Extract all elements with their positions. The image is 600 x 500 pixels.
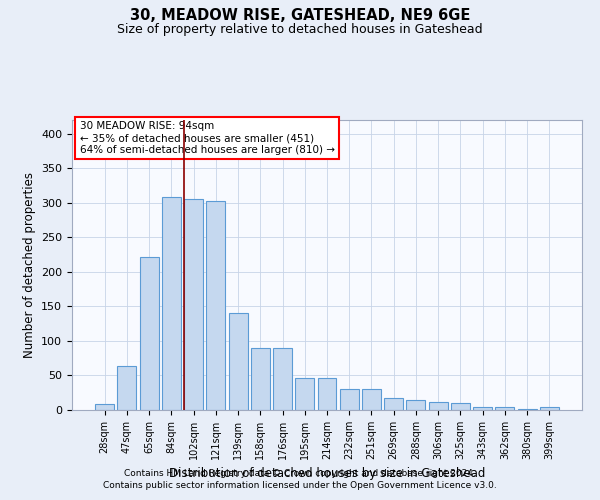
Bar [406,400,425,410]
Bar [317,378,337,410]
Bar [184,200,203,410]
Bar [429,402,448,410]
Bar [273,348,292,410]
Bar [518,408,536,410]
Bar [451,403,470,410]
Text: Size of property relative to detached houses in Gateshead: Size of property relative to detached ho… [117,22,483,36]
Text: Contains HM Land Registry data © Crown copyright and database right 2024.: Contains HM Land Registry data © Crown c… [124,468,476,477]
Bar [118,366,136,410]
Bar [473,407,492,410]
Bar [251,348,270,410]
Bar [540,407,559,410]
Bar [496,407,514,410]
Bar [206,201,225,410]
Text: 30 MEADOW RISE: 94sqm
← 35% of detached houses are smaller (451)
64% of semi-det: 30 MEADOW RISE: 94sqm ← 35% of detached … [80,122,335,154]
Y-axis label: Number of detached properties: Number of detached properties [23,172,35,358]
Bar [140,256,158,410]
Bar [295,378,314,410]
Bar [229,314,248,410]
Bar [362,390,381,410]
Text: Contains public sector information licensed under the Open Government Licence v3: Contains public sector information licen… [103,481,497,490]
Bar [340,390,359,410]
Bar [95,404,114,410]
X-axis label: Distribution of detached houses by size in Gateshead: Distribution of detached houses by size … [169,468,485,480]
Text: 30, MEADOW RISE, GATESHEAD, NE9 6GE: 30, MEADOW RISE, GATESHEAD, NE9 6GE [130,8,470,22]
Bar [162,198,181,410]
Bar [384,398,403,410]
